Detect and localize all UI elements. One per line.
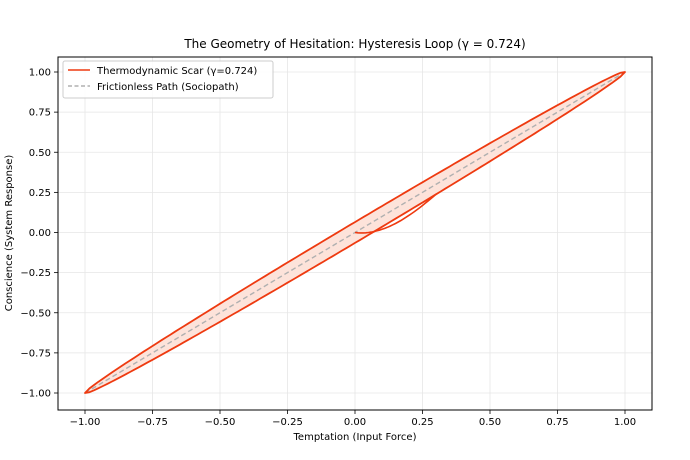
x-tick-label: 0.00	[344, 417, 366, 428]
x-tick-label: 0.50	[479, 417, 501, 428]
x-tick-label: 1.00	[614, 417, 636, 428]
x-tick-label: −0.25	[272, 417, 303, 428]
x-tick-label: −1.00	[70, 417, 101, 428]
y-axis-ticks: −1.00 −0.75 −0.50 −0.25 0.00 0.25 0.50 0.75 1.00	[20, 68, 58, 400]
plot-area	[84, 71, 626, 394]
y-tick-label: −1.00	[20, 389, 51, 400]
x-tick-label: −0.75	[137, 417, 168, 428]
x-axis-label: Temptation (Input Force)	[293, 432, 417, 443]
y-tick-label: 0.00	[29, 228, 51, 239]
legend-item-frictionless: Frictionless Path (Sociopath)	[97, 82, 239, 93]
y-tick-label: 0.50	[29, 148, 51, 159]
thermodynamic-scar-line	[84, 71, 626, 394]
y-tick-label: −0.50	[20, 308, 51, 319]
y-tick-label: 0.25	[29, 188, 51, 199]
y-tick-label: 0.75	[29, 108, 51, 119]
y-tick-label: −0.25	[20, 268, 51, 279]
y-tick-label: −0.75	[20, 348, 51, 359]
legend-item-scar: Thermodynamic Scar (γ=0.724)	[96, 66, 257, 77]
legend: Thermodynamic Scar (γ=0.724) Frictionles…	[62, 60, 274, 99]
y-axis-label: Conscience (System Response)	[4, 155, 15, 312]
legend-box	[62, 60, 274, 99]
initial-curve-line	[354, 193, 437, 234]
chart-title: The Geometry of Hesitation: Hysteresis L…	[183, 37, 525, 51]
x-tick-label: 0.75	[546, 417, 568, 428]
x-axis-ticks: −1.00 −0.75 −0.50 −0.25 0.00 0.25 0.50 0.75 1.00	[70, 410, 636, 428]
x-tick-label: −0.50	[205, 417, 236, 428]
x-tick-label: 0.25	[411, 417, 433, 428]
y-tick-label: 1.00	[29, 68, 51, 79]
